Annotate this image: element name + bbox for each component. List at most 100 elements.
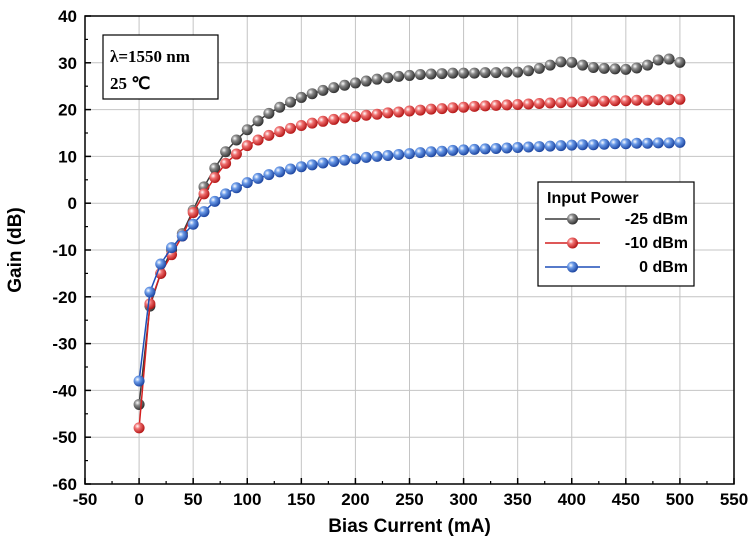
data-point [447,144,459,156]
legend-label: -25 dBm [625,211,688,228]
data-point [501,99,513,111]
data-point [577,59,589,71]
data-point [609,138,621,150]
data-point [414,104,426,116]
data-point [209,162,221,174]
data-point [263,129,275,141]
data-point [501,66,513,78]
x-tick-label: 150 [287,490,315,509]
data-point [393,106,405,118]
x-tick-label: -50 [73,490,98,509]
x-tick-label: 550 [720,490,748,509]
data-point [490,99,502,111]
data-point [295,120,307,132]
y-tick-label: 30 [58,54,77,73]
data-point [522,141,534,153]
data-point [339,79,351,91]
data-point [317,84,329,96]
y-axis-title: Gain (dB) [5,207,26,293]
data-point [512,98,524,110]
series-2 [133,136,686,387]
data-point [187,207,199,219]
data-point [468,100,480,112]
data-point [533,62,545,74]
data-point [436,68,448,80]
data-point [209,195,221,207]
data-point [209,171,221,183]
data-point [447,102,459,114]
data-point [166,242,178,254]
data-point [652,137,664,149]
data-point [598,95,610,107]
data-point [533,98,545,110]
data-point [631,94,643,106]
data-point [641,59,653,71]
data-point [360,109,372,121]
data-point [328,156,340,168]
data-point [404,69,415,81]
data-point [555,56,567,68]
x-tick-label: 500 [666,490,694,509]
data-point [144,286,156,298]
data-point [230,134,242,146]
data-point [458,144,470,156]
data-point [663,53,675,65]
data-point [501,142,513,154]
y-tick-label: -60 [52,475,77,494]
data-point [436,103,448,115]
data-point [252,115,264,127]
x-tick-label: 250 [395,490,423,509]
legend: Input Power -25 dBm -10 dBm 0 dBm [537,181,695,287]
data-point [609,95,621,107]
y-tick-label: 40 [58,7,77,26]
legend-marker [567,261,578,273]
data-point [566,56,578,68]
data-point [220,188,232,200]
data-point [598,62,610,74]
data-point [468,67,480,79]
data-point [285,163,297,175]
data-point [544,140,556,152]
legend-label: -10 dBm [625,235,688,252]
data-point [512,66,524,78]
data-point [295,161,307,173]
data-point [414,147,426,159]
y-tick-label: 0 [68,194,77,213]
data-point [414,69,426,80]
data-point [436,145,448,157]
data-point [230,148,242,160]
y-tick-label: 20 [58,101,77,120]
data-point [458,101,470,113]
data-point [566,96,578,108]
data-point [587,139,599,151]
data-point [544,97,556,109]
axis-ticks: -50 0 50 100 150 200 250 300 350 400 450 500 550-60-… [52,7,748,509]
data-point [382,72,394,84]
data-point [663,137,675,149]
x-tick-label: 350 [503,490,531,509]
data-point [274,126,286,138]
y-tick-label: 10 [58,147,77,166]
legend-label: 0 dBm [639,259,688,276]
x-tick-label: 300 [449,490,477,509]
data-point [479,67,491,79]
data-point [241,140,253,152]
data-point [577,96,589,108]
data-point [317,157,329,169]
y-tick-label: -50 [52,428,77,447]
data-point [317,115,329,127]
data-point [544,59,556,71]
y-tick-label: -10 [52,241,77,260]
legend-title: Input Power [547,190,639,207]
data-point [512,142,524,154]
data-point [274,166,286,178]
data-point [220,146,232,158]
data-point [198,206,210,218]
data-point [349,111,361,123]
data-point [285,122,297,134]
data-point [306,117,318,129]
legend-entries: -25 dBm -10 dBm 0 dBm [545,211,688,276]
data-point [349,153,361,165]
data-point [339,112,351,124]
data-point [360,75,372,87]
